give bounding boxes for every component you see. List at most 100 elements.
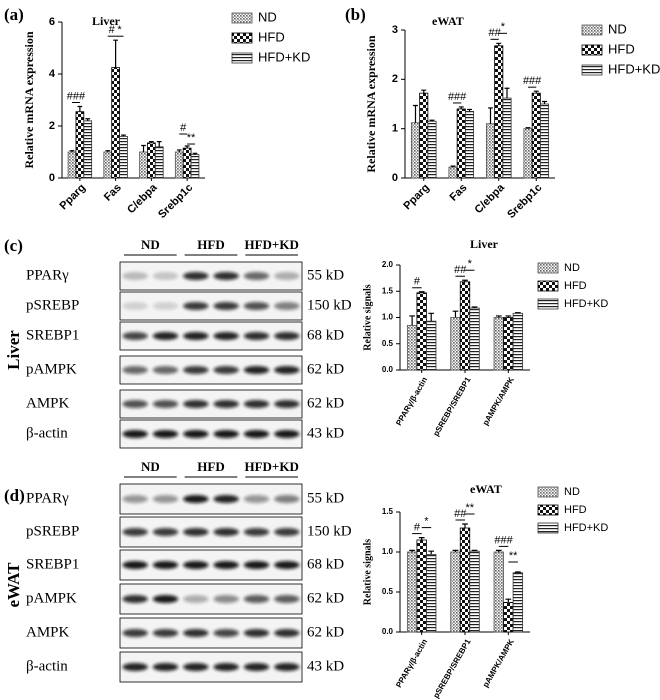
- blot-band: [243, 561, 270, 569]
- chart-title: eWAT: [470, 482, 502, 496]
- size-label: 62 kD: [307, 590, 344, 606]
- error-bar: [542, 100, 547, 104]
- blot-frame: [119, 321, 303, 351]
- y-tick-label: 1.0: [382, 547, 394, 556]
- protein-label: PPARγ: [26, 490, 69, 506]
- blot-band: [183, 663, 209, 671]
- size-label: 150 kD: [307, 523, 352, 539]
- error-bar: [141, 144, 146, 152]
- error-bar: [505, 315, 512, 318]
- tissue-label: Liver: [4, 330, 23, 370]
- y-tick-label: 0.5: [382, 587, 394, 596]
- blot-band: [274, 332, 300, 340]
- bar: [75, 111, 85, 179]
- error-bar: [418, 537, 425, 540]
- size-label: 55 kD: [307, 490, 344, 506]
- chart-title: Liver: [470, 237, 499, 251]
- error-bar: [452, 549, 459, 552]
- bar: [419, 92, 429, 179]
- legend-label: ND: [564, 262, 580, 274]
- blot-band: [243, 272, 270, 280]
- legend-label: HFD+KD: [564, 522, 608, 534]
- bar: [406, 551, 418, 633]
- y-axis-label: Relative signals: [362, 539, 373, 605]
- protein-label: pSREBP: [26, 297, 79, 313]
- legend-swatch: [537, 522, 559, 534]
- blot-frame: [119, 516, 303, 548]
- bar: [190, 154, 200, 179]
- group-label: HFD: [197, 459, 224, 474]
- significance-label: #: [414, 276, 421, 288]
- blot-band: [213, 332, 239, 340]
- error-bar: [77, 105, 83, 112]
- bar: [174, 151, 184, 179]
- error-bar: [471, 306, 478, 309]
- legend-swatch: [581, 44, 603, 56]
- blot-band: [243, 302, 270, 310]
- size-label: 62 kD: [307, 395, 344, 411]
- blot-band: [213, 302, 239, 310]
- significance-label: *: [468, 258, 473, 270]
- blot-band: [274, 302, 300, 310]
- blot-band: [243, 430, 270, 438]
- panel-label: (d): [4, 486, 25, 505]
- significance-label: ###: [67, 90, 86, 102]
- blot-band: [213, 595, 239, 603]
- blot-frame: [119, 549, 303, 581]
- legend-swatch: [537, 280, 559, 292]
- blot-band: [213, 400, 239, 408]
- blot-band: [243, 495, 270, 503]
- significance-label: #: [109, 24, 116, 36]
- group-label: HFD+KD: [244, 237, 298, 252]
- legend-swatch: [231, 52, 253, 64]
- blot-band: [122, 528, 148, 536]
- blot-band: [274, 629, 300, 637]
- blot-band: [274, 495, 300, 503]
- blot-band: [274, 561, 300, 569]
- legend-label: ND: [258, 9, 277, 24]
- bar: [503, 602, 514, 633]
- error-bar: [69, 150, 75, 152]
- group-label: ND: [141, 237, 160, 252]
- error-bar: [515, 571, 521, 573]
- bar: [154, 146, 164, 179]
- error-bar: [413, 104, 418, 123]
- legend-label: HFD: [608, 41, 635, 56]
- bar: [459, 527, 471, 633]
- y-tick-label: 2: [49, 120, 55, 132]
- bar: [427, 120, 437, 179]
- error-bar: [533, 90, 539, 94]
- error-bar: [471, 549, 478, 552]
- significance-label: ###: [448, 91, 467, 103]
- bar: [103, 151, 113, 179]
- bar: [502, 97, 512, 179]
- error-bar: [504, 87, 510, 99]
- error-bar: [515, 312, 521, 314]
- blot-band: [122, 272, 148, 280]
- protein-label: AMPK: [26, 395, 70, 411]
- bar: [493, 551, 504, 633]
- error-bar: [428, 550, 435, 555]
- legend-label: HFD: [564, 504, 587, 516]
- blot-band: [274, 663, 300, 671]
- size-label: 62 kD: [307, 624, 344, 640]
- error-bar: [105, 150, 111, 152]
- error-bar: [184, 145, 190, 149]
- significance-label: #: [180, 122, 187, 134]
- bar: [464, 111, 475, 179]
- blot-band: [152, 595, 179, 603]
- blot-frame: [119, 583, 303, 615]
- blot-band: [274, 528, 300, 536]
- blot-frame: [119, 651, 303, 683]
- bar: [406, 324, 418, 371]
- error-bar: [409, 549, 415, 552]
- y-tick-label: 1: [392, 123, 398, 135]
- blot-band: [274, 430, 300, 438]
- error-bar: [121, 134, 126, 137]
- bar: [426, 320, 437, 371]
- blot-band: [122, 366, 148, 374]
- y-tick-label: 1.5: [382, 286, 394, 295]
- blot-band: [152, 430, 179, 438]
- group-label: HFD+KD: [244, 459, 298, 474]
- y-axis-label: Relative mRNA expression: [364, 35, 378, 172]
